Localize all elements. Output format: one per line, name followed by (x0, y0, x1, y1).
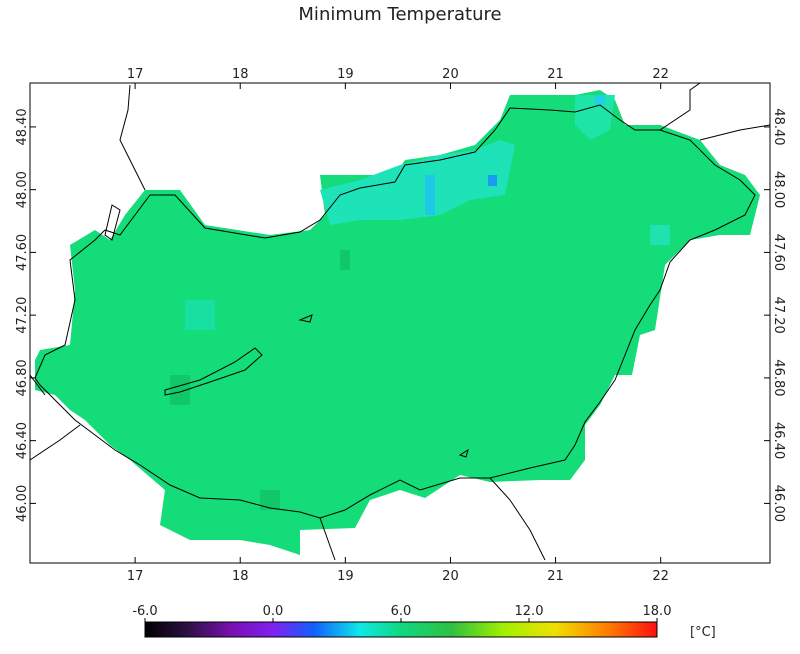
lat-tick-label: 46.00 (771, 485, 786, 522)
colorbar-tick-label: -6.0 (132, 604, 157, 619)
lon-tick-label: 19 (337, 67, 354, 82)
colorbar-unit: [°C] (690, 625, 716, 640)
lat-tick-label: 48.40 (15, 108, 30, 145)
cool-patch (575, 95, 615, 140)
cool-cell (650, 225, 670, 245)
lat-tick-label: 47.60 (771, 234, 786, 271)
lon-tick-label: 22 (652, 569, 669, 584)
lon-tick-label: 20 (442, 67, 459, 82)
map-frame (29, 82, 771, 564)
lat-tick-label: 47.60 (15, 234, 30, 271)
cool-patch (320, 140, 515, 225)
cool-cell (185, 300, 215, 330)
colorbar (144, 621, 658, 638)
colorbar-tick-label: 12.0 (515, 604, 544, 619)
lake-balaton (164, 347, 263, 396)
lat-tick-label: 48.00 (771, 171, 786, 208)
lake (298, 314, 469, 458)
map-area (30, 83, 770, 561)
warm-cell (340, 250, 350, 270)
country-border (34, 104, 756, 519)
lon-tick-label: 17 (127, 569, 144, 584)
lon-tick-label: 22 (652, 67, 669, 82)
lon-tick-label: 17 (127, 67, 144, 82)
lat-tick-label: 47.20 (771, 297, 786, 334)
cold-cell (488, 175, 497, 186)
temperature-field (35, 90, 760, 555)
cold-cell (425, 175, 435, 215)
lon-tick-label: 20 (442, 569, 459, 584)
lat-tick-label: 47.20 (15, 297, 30, 334)
map-title: Minimum Temperature (298, 4, 501, 25)
colorbar-tick-label: 18.0 (643, 604, 672, 619)
lat-tick-label: 48.40 (771, 108, 786, 145)
lon-tick-label: 21 (547, 67, 564, 82)
warm-cell (170, 375, 190, 405)
lon-tick-label: 18 (232, 569, 249, 584)
lon-tick-label: 19 (337, 569, 354, 584)
colorbar-tick-label: 0.0 (263, 604, 284, 619)
warm-cell (260, 490, 280, 510)
lat-tick-label: 48.00 (15, 171, 30, 208)
cold-cell (595, 95, 605, 105)
lat-tick-label: 46.80 (771, 359, 786, 396)
lat-tick-label: 46.80 (15, 359, 30, 396)
lon-tick-label: 21 (547, 569, 564, 584)
lat-tick-label: 46.00 (15, 485, 30, 522)
colorbar-tick-label: 6.0 (391, 604, 412, 619)
lon-tick-label: 18 (232, 67, 249, 82)
lat-tick-label: 46.40 (771, 422, 786, 459)
neighbor-border (30, 83, 770, 561)
lat-tick-label: 46.40 (15, 422, 30, 459)
